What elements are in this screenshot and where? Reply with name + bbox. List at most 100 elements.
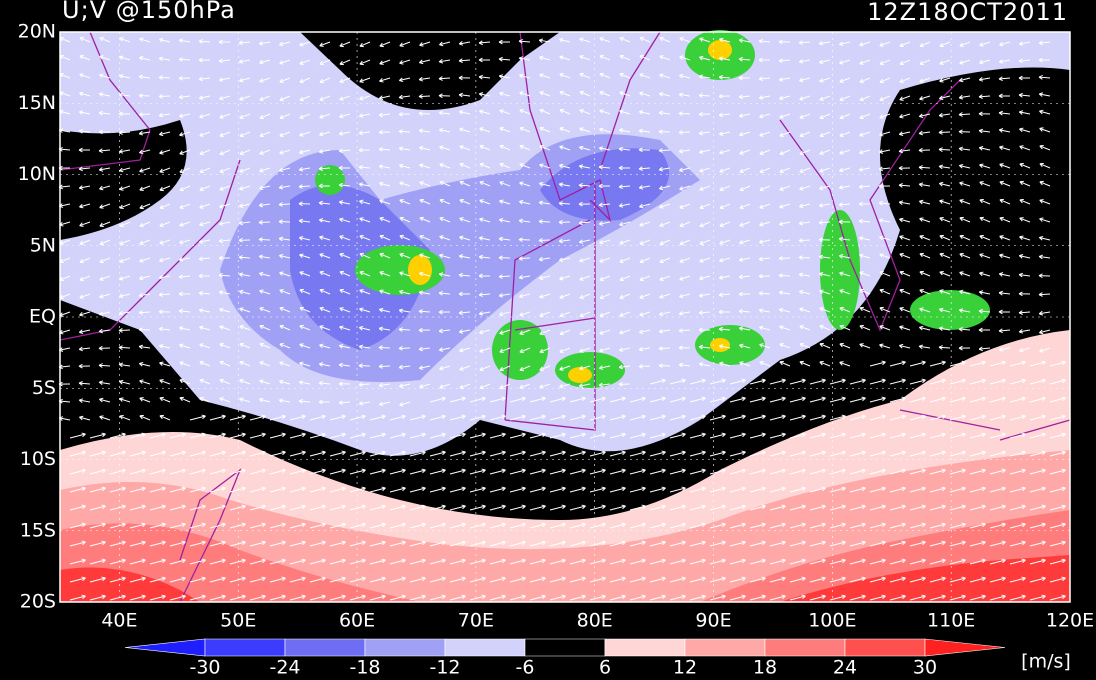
wind-arrow [958,308,971,313]
wind-arrow [599,37,611,43]
wind-arrow [629,432,646,439]
wind-arrow [609,522,626,529]
wind-arrow [98,129,111,135]
wind-arrow [929,504,946,511]
wind-arrow [399,41,411,47]
wind-arrow [289,504,306,511]
wind-arrow [318,399,331,405]
wind-arrow [269,486,286,493]
wind-arrow [558,182,571,188]
wind-arrow [1009,450,1026,457]
wind-arrow [779,113,791,119]
wind-arrow [178,291,191,297]
wind-arrow [609,576,626,583]
wind-arrow [158,131,171,137]
wind-arrow [178,57,191,62]
wind-arrow [798,255,811,260]
wind-arrow [949,468,966,475]
wind-arrow [649,576,666,583]
wind-arrow [879,306,891,313]
wind-arrow [769,396,786,403]
wind-arrow [738,274,751,280]
wind-arrow [169,468,186,475]
wind-arrow [249,450,266,457]
wind-arrow [219,397,231,403]
wind-arrow [419,163,431,169]
wind-arrow [859,271,871,277]
wind-arrow [949,396,966,403]
wind-arrow [618,128,631,133]
wind-arrow [409,414,426,421]
wind-arrow [358,130,371,136]
wind-arrow [398,327,411,332]
wind-arrow [178,308,191,314]
wind-arrow [349,540,366,547]
wind-arrow [239,167,251,173]
wind-arrow [798,203,811,209]
wind-arrow [498,218,511,223]
wind-arrow [239,95,251,101]
wind-arrow [809,396,826,403]
wind-arrow [378,364,391,369]
wind-arrow [709,540,726,547]
wind-arrow [398,383,411,389]
wind-arrow [519,181,531,187]
wind-arrow [259,397,271,403]
wind-arrow [898,200,911,205]
wind-arrow [818,59,831,65]
wind-arrow [529,450,546,457]
wind-arrow [518,237,531,243]
wind-arrow [738,257,751,262]
wind-arrow [379,181,391,187]
wind-arrow [639,54,651,61]
wind-arrow [839,59,851,65]
wind-arrow [289,468,306,475]
wind-arrow [89,468,106,475]
wind-arrow [398,345,411,351]
wind-arrow [909,450,926,457]
wind-arrow [579,365,591,371]
wind-arrow [379,41,391,48]
wind-arrow [198,256,211,262]
colorbar-segment [284,638,366,657]
wind-arrow [909,522,926,529]
wind-arrow [499,91,511,97]
lon-label: 80E [577,610,613,632]
wind-arrow [329,594,346,601]
wind-arrow [898,183,911,188]
wind-arrow [409,594,426,601]
wind-arrow [189,414,206,421]
wind-arrow [269,558,286,565]
wind-arrow [469,432,486,439]
wind-arrow [829,378,846,385]
wind-arrow [589,414,606,421]
wind-arrow [298,235,311,241]
wind-arrow [669,450,686,457]
wind-arrow [789,558,806,565]
wind-arrow [99,293,111,299]
wind-arrow [899,270,911,277]
wind-arrow [999,198,1011,205]
wind-arrow [299,288,311,295]
wind-arrow [69,504,86,511]
wind-arrow [729,414,746,421]
wind-arrow [738,56,751,62]
wind-arrow [479,127,491,133]
title: U;V @150hPa [62,0,236,24]
wind-arrow [809,378,826,385]
wind-arrow [138,55,151,61]
wind-arrow [139,167,151,173]
wind-arrow [1019,162,1031,169]
wind-arrow [959,252,971,259]
wind-arrow [839,289,851,295]
wind-arrow [359,289,371,295]
wind-arrow [358,147,371,153]
wind-arrow [609,414,626,421]
wind-arrow [169,594,186,601]
wind-arrow [679,37,691,43]
wind-arrow [859,324,871,331]
wind-arrow [79,54,91,61]
wind-arrow [1019,347,1031,353]
wind-arrow [439,198,451,205]
wind-arrow [458,310,471,316]
